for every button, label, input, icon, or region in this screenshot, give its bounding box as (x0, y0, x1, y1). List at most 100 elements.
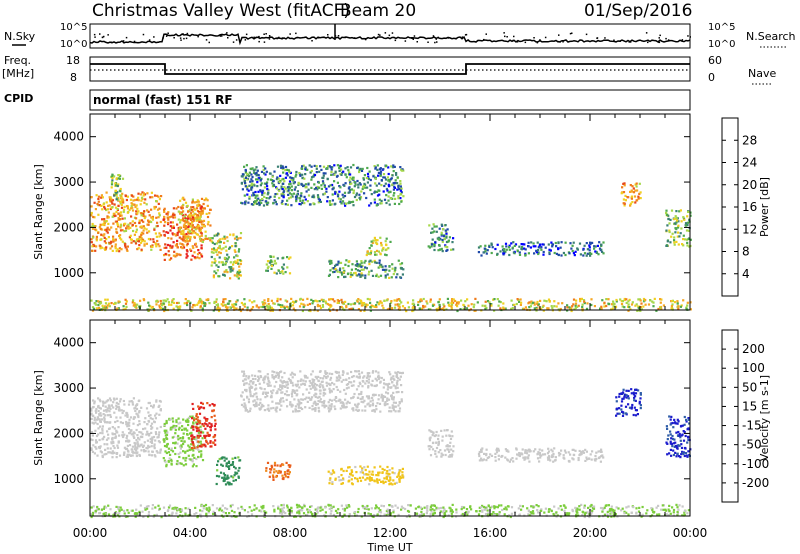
data-cell (284, 271, 287, 274)
data-cell (128, 453, 131, 456)
data-cell (375, 190, 379, 193)
data-cell (150, 220, 153, 224)
data-cell (113, 194, 116, 197)
data-cell (125, 455, 128, 458)
data-cell (473, 303, 476, 306)
data-cell (90, 417, 93, 420)
data-cell (284, 203, 287, 206)
data-cell (105, 238, 108, 241)
data-cell (388, 410, 391, 413)
data-cell (169, 453, 172, 456)
data-cell (240, 201, 243, 204)
data-cell (359, 465, 362, 468)
data-cell (183, 302, 186, 305)
data-cell (377, 375, 380, 379)
data-cell (557, 253, 560, 257)
data-cell (243, 305, 246, 308)
data-cell (199, 425, 202, 428)
data-cell (317, 197, 320, 200)
data-cell (623, 182, 626, 185)
data-cell (428, 448, 431, 451)
data-cell (192, 214, 195, 217)
data-cell (269, 195, 272, 198)
data-cell (357, 376, 360, 379)
data-cell (182, 464, 185, 467)
data-cell (192, 219, 195, 222)
data-cell (100, 233, 103, 236)
data-cell (243, 180, 246, 183)
data-cell (112, 441, 115, 444)
data-cell (497, 304, 500, 307)
data-cell (266, 260, 270, 263)
data-cell (271, 391, 274, 395)
data-cell (398, 299, 402, 302)
data-cell (126, 455, 129, 458)
data-cell (627, 300, 630, 303)
data-cell (351, 200, 355, 203)
data-cell (282, 196, 285, 199)
data-cell (106, 231, 109, 234)
data-cell (289, 256, 292, 259)
data-cell (446, 248, 449, 252)
data-cell (140, 212, 143, 215)
data-cell (119, 200, 122, 203)
data-cell (344, 202, 348, 205)
data-cell (290, 189, 293, 192)
data-cell (548, 248, 551, 251)
data-cell (152, 308, 155, 311)
nsearch-point (258, 40, 260, 43)
data-cell (280, 404, 283, 407)
data-cell (632, 187, 635, 190)
data-cell (350, 384, 353, 387)
data-cell (400, 169, 403, 172)
data-cell (397, 410, 400, 413)
data-cell (294, 383, 297, 386)
data-cell (185, 420, 188, 423)
data-cell (198, 251, 201, 255)
data-cell (314, 386, 317, 389)
data-cell (193, 417, 196, 420)
data-cell (189, 222, 192, 225)
data-cell (358, 170, 361, 174)
data-cell (326, 196, 329, 199)
data-cell (251, 186, 254, 189)
data-cell (200, 247, 203, 250)
data-cell (132, 229, 135, 233)
data-cell (143, 240, 146, 243)
data-cell (191, 438, 194, 441)
data-cell (113, 411, 116, 414)
data-cell (338, 299, 341, 303)
data-cell (309, 381, 312, 384)
data-cell (277, 375, 281, 378)
data-cell (322, 298, 325, 302)
nsearch-point (334, 35, 337, 37)
data-cell (288, 272, 292, 275)
data-cell (232, 267, 235, 270)
data-cell (163, 429, 166, 432)
data-cell (437, 249, 440, 252)
data-cell (567, 459, 570, 463)
data-cell (293, 391, 297, 394)
data-cell (155, 225, 158, 228)
data-cell (675, 240, 678, 243)
data-cell (391, 467, 394, 470)
data-cell (356, 262, 359, 266)
data-cell (276, 464, 279, 467)
data-cell (337, 476, 340, 479)
data-cell (366, 403, 369, 406)
data-cell (187, 420, 190, 423)
data-cell (121, 192, 124, 195)
data-cell (103, 453, 106, 456)
data-cell (259, 375, 263, 379)
data-cell (272, 377, 276, 380)
data-cell (191, 417, 194, 420)
data-cell (474, 297, 477, 300)
data-cell (201, 307, 204, 310)
data-cell (164, 434, 167, 437)
data-cell (171, 245, 174, 248)
data-cell (338, 169, 341, 172)
data-cell (557, 451, 561, 455)
data-cell (172, 216, 175, 219)
data-cell (117, 198, 120, 202)
data-cell (209, 441, 212, 444)
